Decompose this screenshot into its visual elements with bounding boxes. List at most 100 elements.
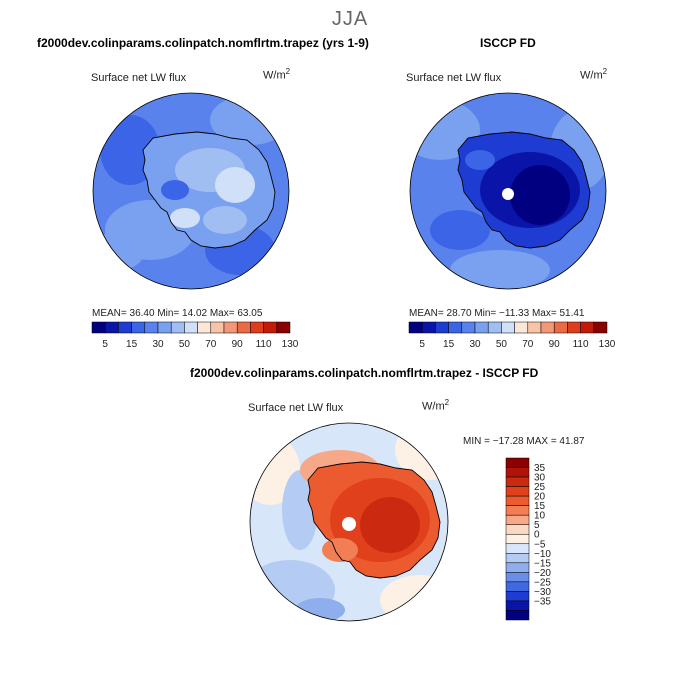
units-label-diff: W/m2 xyxy=(422,398,450,413)
colorbar-obs-tick-label: 110 xyxy=(573,339,589,350)
panel-title-obs: ISCCP FD xyxy=(480,36,536,50)
colorbar-model-swatch xyxy=(170,321,185,334)
colorbar-diff-tick-label: −5 xyxy=(534,539,546,550)
colorbar-obs-tick-label: 70 xyxy=(522,339,534,350)
colorbar-obs-tick-label: 90 xyxy=(549,339,561,350)
colorbar-obs-swatch xyxy=(474,321,489,334)
colorbar-diff-swatch xyxy=(505,581,530,592)
colorbar-model-swatch xyxy=(210,321,225,334)
colorbar-diff-swatch xyxy=(505,457,530,468)
figure-title: JJA xyxy=(331,8,369,30)
colorbar-diff-swatch xyxy=(505,562,530,573)
colorbar-model-swatch xyxy=(197,321,212,334)
colorbar-model-swatch xyxy=(91,321,106,334)
colorbar-model-tick-label: 90 xyxy=(232,339,244,350)
colorbar-obs-tick-label: 15 xyxy=(443,339,455,350)
colorbar-obs-swatch xyxy=(408,321,423,334)
variable-label-model: Surface net LW flux xyxy=(91,72,187,84)
colorbar-obs-tick-label: 130 xyxy=(599,339,616,350)
colorbar-diff-swatch xyxy=(505,476,530,487)
units-label-obs: W/m2 xyxy=(580,67,608,82)
colorbar-model-tick-label: 5 xyxy=(102,339,108,350)
stats-diff: MIN = −17.28 MAX = 41.87 xyxy=(463,436,585,447)
colorbar-model-tick-label: 70 xyxy=(205,339,217,350)
colorbar-obs-swatch xyxy=(448,321,463,334)
colorbar-obs-swatch xyxy=(435,321,449,334)
colorbar-model-tick-label: 15 xyxy=(126,339,138,350)
colorbar-diff-swatch xyxy=(505,591,530,602)
colorbar-obs-swatch xyxy=(461,321,476,334)
colorbar-model-swatch xyxy=(236,321,251,334)
colorbar-diff-swatch xyxy=(505,514,530,525)
colorbar-obs-swatch xyxy=(501,321,515,334)
colorbar-diff-swatch xyxy=(505,505,530,516)
colorbar-diff-tick-label: 20 xyxy=(534,492,546,503)
colorbar-model-tick-label: 30 xyxy=(152,339,164,350)
colorbar-obs-swatch xyxy=(593,321,608,334)
colorbar-model-swatch xyxy=(104,321,119,334)
colorbar-obs-tick-label: 5 xyxy=(419,339,425,350)
colorbar-obs-swatch xyxy=(527,321,542,334)
colorbar-obs-swatch xyxy=(487,321,502,334)
colorbar-diff-tick-label: −25 xyxy=(534,577,551,588)
map-obs xyxy=(409,92,607,290)
pole-hole-obs xyxy=(502,188,514,200)
colorbar-diff-tick-label: 35 xyxy=(534,463,546,474)
colorbar-diff-tick-label: −20 xyxy=(534,568,551,579)
map-model xyxy=(92,92,290,290)
map-diff xyxy=(249,422,449,622)
colorbar-diff-swatch xyxy=(505,543,530,554)
colorbar-diff-tick-label: 15 xyxy=(534,501,546,512)
colorbar-diff-tick-label: 30 xyxy=(534,473,546,484)
colorbar-diff-tick-label: 25 xyxy=(534,482,546,493)
colorbar-model-swatch xyxy=(131,321,146,334)
pole-hole-diff xyxy=(342,517,356,531)
colorbar-diff-swatch xyxy=(505,600,530,611)
colorbar-diff-tick-label: 10 xyxy=(534,511,546,522)
colorbar-model-swatch xyxy=(118,321,132,334)
colorbar-obs-swatch xyxy=(540,321,555,334)
colorbar-diff-swatch xyxy=(505,610,530,621)
colorbar-diff-swatch xyxy=(505,524,530,535)
colorbar-obs-swatch xyxy=(421,321,436,334)
panel-title-diff: f2000dev.colinparams.colinpatch.nomflrtm… xyxy=(190,366,539,380)
colorbar-model-swatch xyxy=(276,321,291,334)
colorbar-model: 5 15 30 50 70 90 110 130 xyxy=(91,321,299,350)
colorbar-diff-swatch xyxy=(505,467,530,478)
colorbar-diff-swatch xyxy=(505,495,530,506)
colorbar-model-swatch xyxy=(184,321,198,334)
colorbar-model-swatch xyxy=(144,321,159,334)
units-label-model: W/m2 xyxy=(263,67,291,82)
colorbar-obs: 5 15 30 50 70 90 110 130 xyxy=(408,321,616,350)
colorbar-model-swatch xyxy=(250,321,264,334)
colorbar-diff-tick-label: −10 xyxy=(534,549,551,560)
variable-label-diff: Surface net LW flux xyxy=(248,402,344,414)
colorbar-model-tick-label: 110 xyxy=(256,339,272,350)
colorbar-obs-swatch xyxy=(567,321,581,334)
colorbar-diff-tick-label: 0 xyxy=(534,530,540,541)
colorbar-model-swatch xyxy=(157,321,172,334)
colorbar-diff-swatch xyxy=(505,533,530,545)
colorbar-model-tick-label: 130 xyxy=(282,339,299,350)
colorbar-obs-tick-label: 50 xyxy=(496,339,508,350)
stats-obs: MEAN= 28.70 Min= −11.33 Max= 51.41 xyxy=(409,308,585,319)
colorbar-diff-swatch xyxy=(505,553,530,564)
colorbar-diff-tick-label: 5 xyxy=(534,520,540,531)
colorbar-model-swatch xyxy=(223,321,238,334)
colorbar-diff-tick-label: −30 xyxy=(534,587,551,598)
colorbar-diff-swatch xyxy=(505,486,530,497)
colorbar-model-swatch xyxy=(263,321,278,334)
colorbar-diff-tick-label: −15 xyxy=(534,558,551,569)
colorbar-diff-swatch xyxy=(505,572,530,583)
panel-title-model: f2000dev.colinparams.colinpatch.nomflrtm… xyxy=(37,36,369,50)
colorbar-obs-swatch xyxy=(514,321,529,334)
variable-label-obs: Surface net LW flux xyxy=(406,72,502,84)
colorbar-obs-swatch xyxy=(553,321,568,334)
stats-model: MEAN= 36.40 Min= 14.02 Max= 63.05 xyxy=(92,308,263,319)
colorbar-model-tick-label: 50 xyxy=(179,339,191,350)
colorbar-obs-tick-label: 30 xyxy=(469,339,481,350)
colorbar-obs-swatch xyxy=(580,321,595,334)
colorbar-diff-tick-label: −35 xyxy=(534,596,551,607)
